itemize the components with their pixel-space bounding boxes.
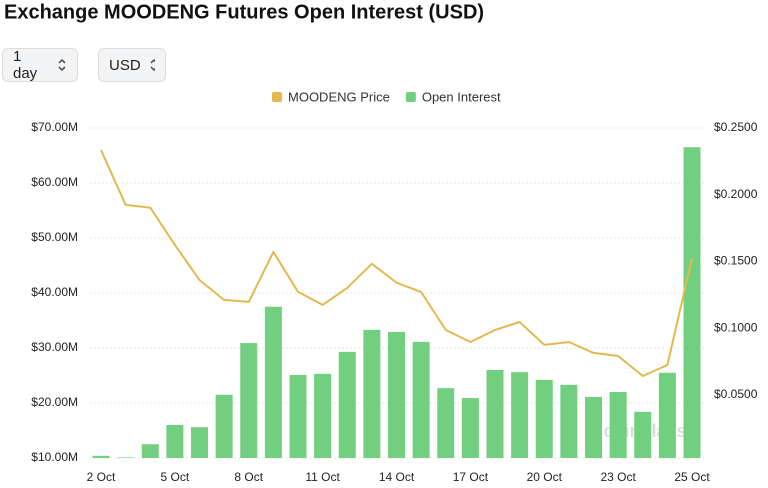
x-tick-label: 2 Oct <box>87 470 116 484</box>
x-tick-label: 14 Oct <box>379 470 415 484</box>
legend-label: MOODENG Price <box>288 89 390 104</box>
x-tick-label: 20 Oct <box>527 470 563 484</box>
bar <box>683 147 701 458</box>
bar <box>314 373 332 458</box>
y-tick-label: $30.00M <box>31 340 78 354</box>
x-tick-label: 5 Oct <box>161 470 190 484</box>
currency-label: USD <box>109 56 141 74</box>
bar <box>412 341 430 458</box>
bar <box>264 306 282 458</box>
bar <box>289 374 307 458</box>
bar <box>585 396 602 458</box>
chevron-icon <box>58 58 66 72</box>
x-tick-label: 25 Oct <box>674 470 710 484</box>
bar <box>388 332 405 458</box>
y2-tick-label: $0.1500 <box>714 254 758 268</box>
y-tick-label: $20.00M <box>31 395 78 409</box>
bar <box>609 392 627 458</box>
watermark: coinglass <box>603 421 686 441</box>
chevron-icon <box>150 58 155 72</box>
interval-select[interactable]: 1 day <box>2 48 78 82</box>
bar <box>338 351 356 458</box>
bar <box>191 427 208 458</box>
bar <box>166 425 184 458</box>
bar <box>92 455 110 458</box>
bar <box>486 370 504 458</box>
bar <box>363 329 381 458</box>
legend-swatch <box>272 92 282 102</box>
price-line <box>100 149 693 377</box>
y2-tick-label: $0.2000 <box>714 187 758 201</box>
interval-label: 1 day <box>13 48 38 82</box>
y2-tick-label: $0.1000 <box>714 320 758 334</box>
bar <box>117 457 135 458</box>
bar <box>560 384 578 458</box>
y-tick-label: $70.00M <box>31 120 78 134</box>
y-tick-label: $10.00M <box>31 450 78 464</box>
x-tick-label: 17 Oct <box>453 470 489 484</box>
x-tick-label: 8 Oct <box>234 470 263 484</box>
y-tick-label: $40.00M <box>31 285 78 299</box>
bar <box>141 444 159 458</box>
bar <box>634 411 652 458</box>
chart-title: Exchange MOODENG Futures Open Interest (… <box>4 1 484 23</box>
bar <box>461 398 479 458</box>
x-tick-label: 11 Oct <box>305 470 340 484</box>
bar <box>511 372 529 458</box>
y2-tick-label: $0.0500 <box>714 387 758 401</box>
x-tick-label: 23 Oct <box>600 470 636 484</box>
y-tick-label: $50.00M <box>31 230 78 244</box>
legend-label: Open Interest <box>422 89 501 104</box>
bar <box>215 394 233 458</box>
y-tick-label: $60.00M <box>31 175 78 189</box>
legend-swatch <box>405 92 416 102</box>
bar <box>658 372 676 458</box>
currency-select[interactable]: USD <box>98 48 166 82</box>
bar <box>437 388 455 458</box>
bar <box>240 343 258 458</box>
bar <box>535 379 553 458</box>
y2-tick-label: $0.2500 <box>714 120 758 134</box>
